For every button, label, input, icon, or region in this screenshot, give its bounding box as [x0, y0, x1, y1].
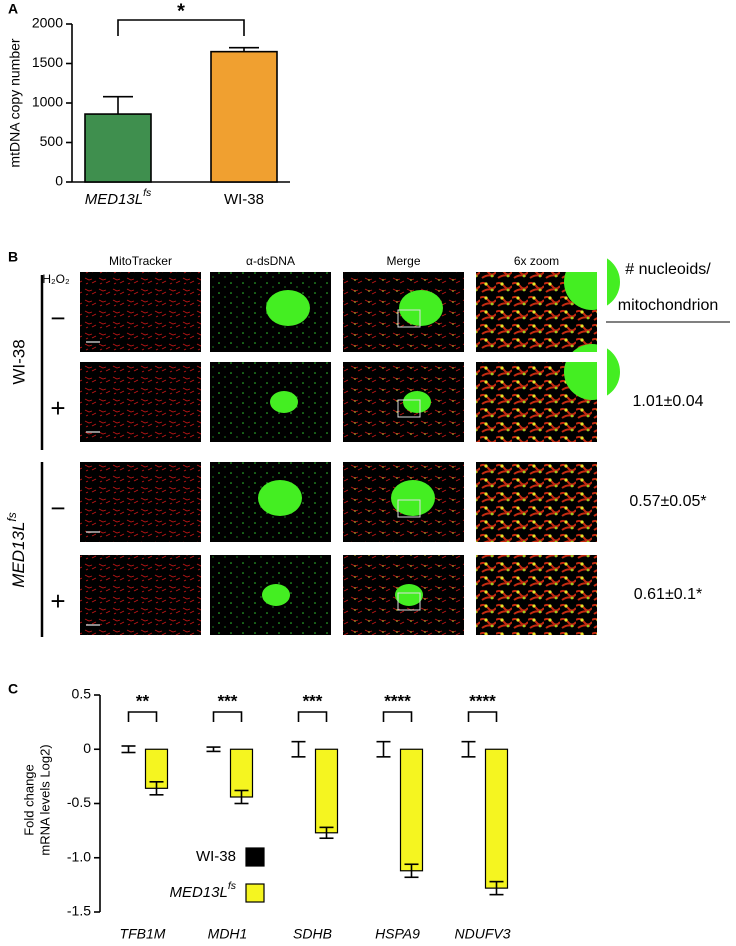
nucleus: [270, 391, 298, 413]
measure-header: mitochondrion: [618, 297, 719, 314]
significance-label: **: [136, 691, 150, 710]
legend-label: MED13Lfs: [169, 880, 236, 901]
panel-label: B: [8, 249, 18, 265]
bar: [84, 113, 152, 183]
micrograph: [80, 462, 201, 542]
y-tick-label: 0: [55, 173, 63, 189]
x-tick-label: MED13Lfs: [85, 187, 152, 208]
micrograph: [476, 555, 597, 635]
bar: [314, 748, 339, 834]
zoom-box: [397, 499, 421, 518]
group-label: WI-38: [9, 339, 28, 384]
measure-value: 1.01±0.04: [632, 393, 703, 410]
group-label-sup: fs: [5, 512, 19, 521]
treatment-sign: +: [50, 393, 65, 423]
bar: [399, 748, 424, 872]
y-tick-label: 0: [83, 740, 91, 756]
panel-label: A: [8, 1, 18, 17]
micrograph: [80, 362, 201, 442]
legend-swatch: [245, 847, 265, 867]
nucleus: [395, 584, 423, 606]
column-header: 6x zoom: [514, 254, 559, 268]
column-header: MitoTracker: [109, 254, 172, 268]
legend-swatch: [245, 883, 265, 903]
nucleus: [266, 290, 310, 326]
legend-label: WI-38: [196, 848, 236, 865]
significance-bracket: [467, 711, 498, 722]
gutter: [476, 240, 607, 272]
x-tick-label-main: WI-38: [224, 191, 264, 208]
significance-label: ***: [303, 691, 323, 710]
x-tick-label: TFB1M: [120, 926, 166, 942]
y-axis-label: mRNA levels Log2): [37, 744, 52, 855]
significance-bracket: [212, 711, 243, 722]
zoom-box: [397, 592, 421, 611]
group-label-main: MED13L: [9, 522, 28, 588]
significance-label: ****: [469, 691, 496, 710]
significance-bracket: [127, 711, 158, 722]
x-tick-label: NDUFV3: [454, 926, 510, 942]
panel-label: C: [8, 681, 18, 697]
y-tick-label: -0.5: [67, 794, 91, 810]
significance-label: ***: [218, 691, 238, 710]
nucleus: [258, 480, 302, 516]
legend-label-main: MED13L: [169, 884, 227, 901]
x-tick-label: HSPA9: [375, 926, 420, 942]
group-label: MED13Lfs: [5, 512, 28, 587]
treatment-sign: −: [50, 493, 65, 523]
legend-label-main: WI-38: [196, 848, 236, 865]
treatment-sign: −: [50, 303, 65, 333]
x-tick-label: SDHB: [293, 926, 332, 942]
significance-bracket: [382, 711, 413, 722]
x-tick-label-main: MED13L: [85, 191, 143, 208]
y-tick-label: 1000: [32, 94, 63, 110]
gutter: [476, 352, 607, 362]
y-tick-label: 1500: [32, 54, 63, 70]
micrograph: [476, 462, 597, 542]
y-tick-label: 0.5: [72, 686, 92, 702]
y-axis-label: Fold change: [21, 764, 36, 836]
measure-value: 0.61±0.1*: [634, 586, 702, 603]
nucleus: [403, 391, 431, 413]
measure-value: 0.57±0.05*: [629, 493, 706, 510]
y-tick-label: 2000: [32, 15, 63, 31]
treatment-label: H₂O₂: [42, 272, 70, 286]
nucleus: [391, 480, 435, 516]
column-header: Merge: [386, 254, 420, 268]
bar: [484, 748, 509, 889]
y-tick-label: -1.0: [67, 848, 91, 864]
x-tick-label: WI-38: [224, 191, 264, 208]
column-header: α-dsDNA: [246, 254, 295, 268]
nucleus: [262, 584, 290, 606]
treatment-sign: +: [50, 586, 65, 616]
significance-bracket: [117, 19, 245, 36]
significance-label: *: [177, 0, 185, 22]
legend-label-sup: fs: [228, 880, 237, 892]
significance-bracket: [297, 711, 328, 722]
measure-header: # nucleoids/: [625, 261, 711, 278]
y-axis-label: mtDNA copy number: [7, 38, 23, 167]
y-tick-label: 500: [40, 133, 64, 149]
x-tick-label-sup: fs: [143, 187, 152, 199]
zoom-box: [397, 399, 421, 418]
micrograph: [80, 272, 201, 352]
nucleus: [399, 290, 443, 326]
significance-label: ****: [384, 691, 411, 710]
bar: [210, 50, 278, 183]
y-tick-label: -1.5: [67, 903, 91, 919]
x-tick-label: MDH1: [208, 926, 248, 942]
zoom-box: [397, 309, 421, 328]
micrograph: [80, 555, 201, 635]
